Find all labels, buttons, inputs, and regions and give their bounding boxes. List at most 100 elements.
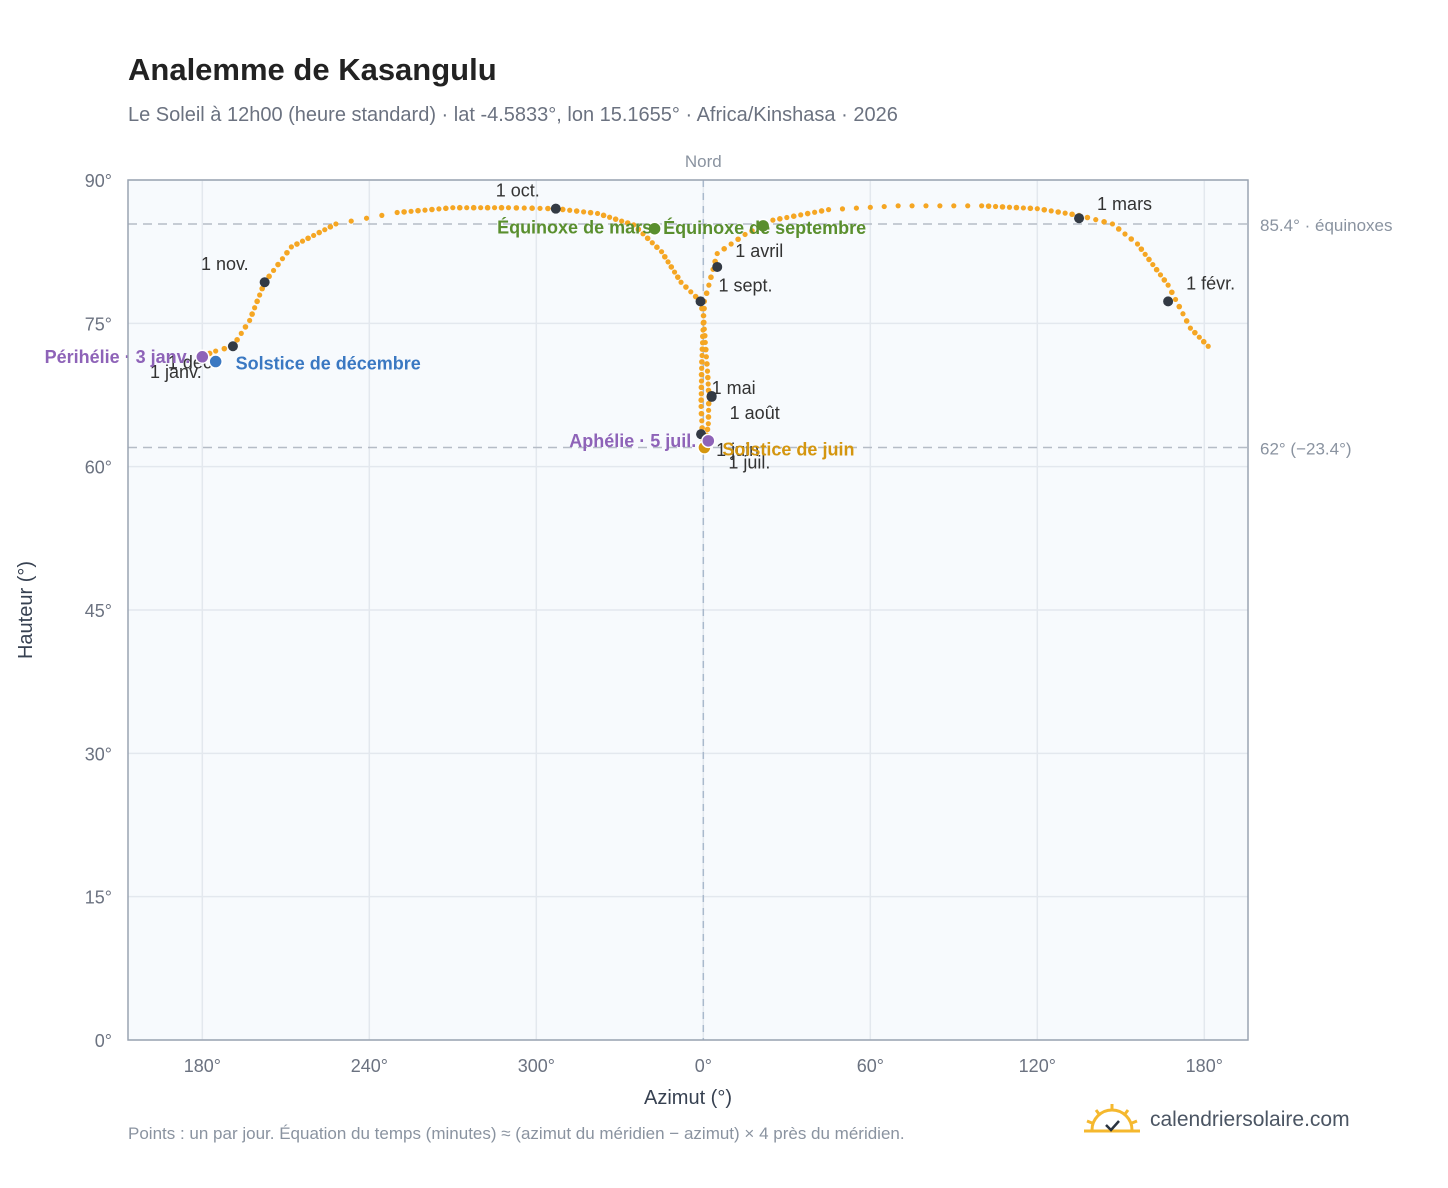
- curve-day-dot: [705, 414, 712, 420]
- curve-day-dot: [698, 403, 704, 410]
- curve-day-dot: [700, 320, 707, 326]
- curve-day-dot: [704, 426, 711, 433]
- curve-day-dot: [867, 204, 873, 210]
- curve-day-dot: [333, 221, 339, 227]
- curve-day-dot: [594, 210, 601, 217]
- curve-day-dot: [1146, 256, 1152, 263]
- curve-day-dot: [363, 215, 370, 221]
- curve-day-dot: [665, 259, 671, 265]
- x-tick-label: 120°: [1019, 1056, 1056, 1076]
- curve-day-dot: [436, 206, 442, 212]
- curve-day-dot: [703, 354, 709, 360]
- curve-day-dot: [1128, 236, 1135, 242]
- curve-day-dot: [698, 378, 705, 384]
- x-tick-label: 60°: [857, 1056, 884, 1076]
- y-tick-label: 15°: [85, 888, 112, 908]
- curve-day-dot: [1172, 296, 1179, 303]
- curve-day-dot: [683, 284, 689, 290]
- month-marker-label: 1 janv.: [150, 362, 202, 382]
- month-marker-label: 1 mai: [712, 378, 756, 398]
- footnote: Points : un par jour. Équation du temps …: [128, 1124, 905, 1143]
- curve-day-dot: [348, 218, 354, 224]
- chart-title: Analemme de Kasangulu: [128, 52, 497, 87]
- curve-day-dot: [698, 384, 705, 391]
- curve-day-dot: [708, 274, 714, 281]
- curve-day-dot: [1034, 206, 1040, 212]
- curve-day-dot: [305, 235, 311, 242]
- curve-day-dot: [288, 244, 294, 250]
- curve-day-dot: [699, 333, 706, 340]
- curve-day-dot: [631, 222, 637, 228]
- curve-day-dot: [1020, 205, 1026, 211]
- curve-day-dot: [1157, 272, 1164, 278]
- x-axis-title: Azimut (°): [644, 1087, 732, 1109]
- curve-day-dot: [640, 231, 646, 237]
- curve-day-dot: [1165, 282, 1171, 288]
- curve-day-dot: [999, 204, 1006, 210]
- curve-day-dot: [242, 324, 249, 330]
- curve-day-dot: [812, 209, 818, 215]
- curve-day-dot: [1192, 329, 1198, 336]
- curve-day-dot: [484, 204, 491, 211]
- curve-day-dot: [742, 231, 748, 238]
- curve-day-dot: [671, 269, 678, 275]
- curve-day-dot: [415, 207, 421, 214]
- event-marker-label: Solstice de décembre: [236, 354, 421, 374]
- month-marker-label: 1 sept.: [719, 275, 773, 295]
- curve-day-dot: [316, 229, 323, 236]
- curve-day-dot: [505, 205, 512, 211]
- month-marker-dot: [695, 296, 706, 307]
- curve-day-dot: [513, 205, 520, 211]
- curve-day-dot: [600, 212, 607, 219]
- curve-day-dot: [607, 214, 613, 220]
- x-tick-label: 240°: [351, 1056, 388, 1076]
- curve-day-dot: [909, 203, 915, 209]
- curve-day-dot: [704, 368, 711, 374]
- curve-day-dot: [266, 273, 272, 280]
- curve-day-dot: [1134, 241, 1141, 247]
- y-axis-title: Hauteur (°): [15, 561, 37, 659]
- curve-day-dot: [839, 206, 846, 212]
- curve-day-dot: [470, 204, 477, 211]
- curve-day-dot: [249, 311, 255, 317]
- curve-day-dot: [804, 210, 811, 217]
- curve-day-dot: [704, 361, 710, 367]
- curve-day-dot: [1205, 343, 1211, 349]
- curve-day-dot: [895, 203, 901, 209]
- curve-day-dot: [1093, 217, 1099, 223]
- curve-day-dot: [705, 381, 711, 387]
- curve-day-dot: [699, 346, 706, 352]
- event-marker-dot: [208, 354, 223, 369]
- y-tick-label: 75°: [85, 314, 112, 334]
- curve-day-dot: [674, 274, 681, 280]
- chart-subtitle: Le Soleil à 12h00 (heure standard) · lat…: [128, 104, 898, 126]
- curve-day-dot: [1027, 205, 1034, 212]
- plot-frame: [127, 179, 1249, 1041]
- curve-day-dot: [662, 253, 668, 260]
- curve-day-dot: [247, 317, 253, 324]
- event-marker-dot: [701, 433, 716, 449]
- curve-day-dot: [784, 214, 790, 221]
- curve-day-dot: [401, 209, 407, 215]
- curve-day-dot: [252, 305, 258, 311]
- y-tick-label: 30°: [85, 744, 112, 764]
- brand[interactable]: calendriersolaire.com: [1084, 1102, 1350, 1138]
- curve-day-dot: [612, 216, 619, 222]
- sun-logo-icon: [1084, 1104, 1140, 1133]
- curve-day-dot: [299, 238, 306, 244]
- curve-day-dot: [699, 340, 706, 346]
- curve-day-dot: [259, 285, 265, 292]
- curve-day-dot: [408, 208, 414, 214]
- event-marker-label: Solstice de juin: [722, 440, 854, 460]
- curve-day-dot: [649, 240, 655, 246]
- event-marker-label: Périhélie · 3 janv.: [45, 347, 191, 367]
- curve-day-dot: [429, 206, 435, 213]
- curve-day-dot: [394, 209, 400, 216]
- curve-day-dot: [698, 371, 705, 378]
- curve-day-dot: [422, 207, 428, 213]
- curve-day-dot: [270, 267, 277, 274]
- curve-day-dot: [1048, 208, 1054, 214]
- curve-day-dot: [1013, 204, 1020, 211]
- curve-day-dot: [699, 418, 705, 424]
- curve-day-dot: [1153, 266, 1160, 273]
